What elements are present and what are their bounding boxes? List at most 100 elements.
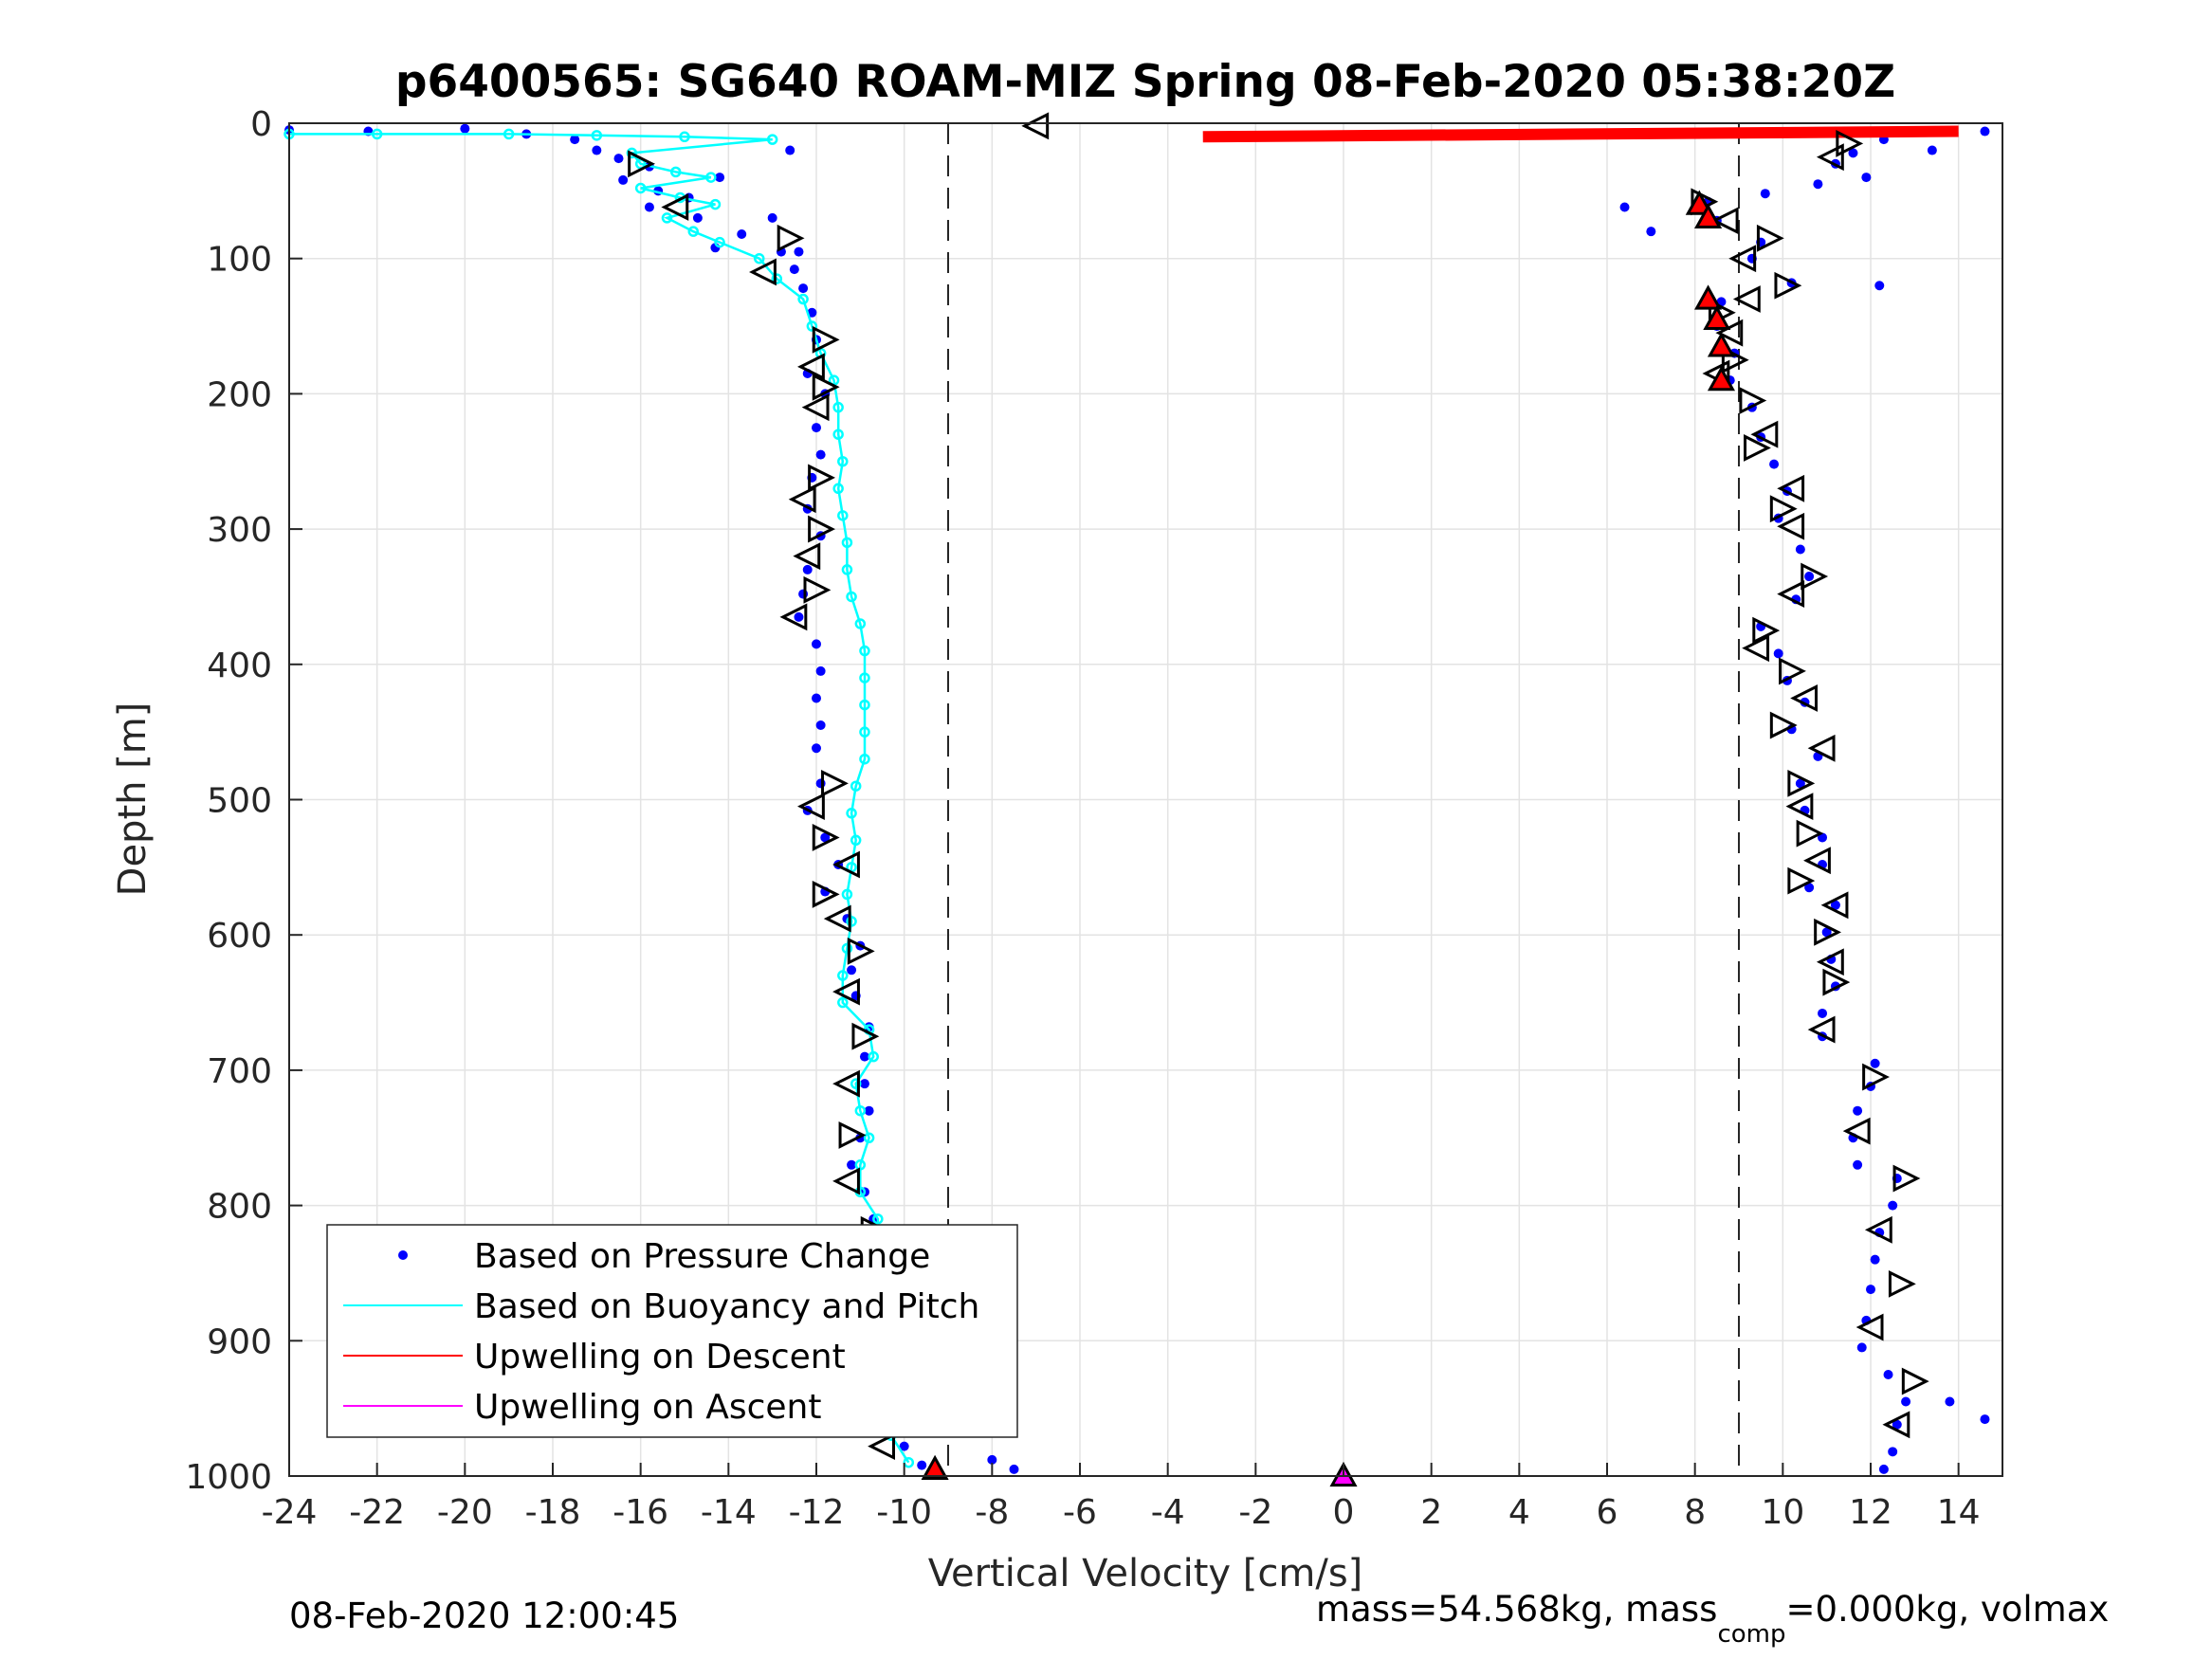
point-buoyancy bbox=[854, 1104, 867, 1117]
point-buoyancy bbox=[846, 916, 857, 927]
triangle-marker-descent bbox=[832, 1167, 860, 1195]
point-buoyancy bbox=[850, 1078, 862, 1089]
point-buoyancy bbox=[503, 128, 515, 140]
point-pressure-change bbox=[692, 212, 703, 223]
point-pressure-change bbox=[618, 174, 629, 185]
point-buoyancy bbox=[841, 888, 853, 901]
x-tick-label: -24 bbox=[262, 1493, 318, 1532]
point-pressure-change bbox=[1856, 1342, 1867, 1353]
triangle-marker-ascent bbox=[1756, 224, 1784, 252]
x-tick-label: -16 bbox=[612, 1493, 668, 1532]
x-tick-label: -8 bbox=[975, 1493, 1009, 1532]
point-buoyancy bbox=[669, 166, 682, 178]
triangle-marker-ascent bbox=[1744, 434, 1771, 462]
point-buoyancy bbox=[837, 970, 849, 981]
x-tick-label: 14 bbox=[1937, 1493, 1981, 1532]
point-pressure-change bbox=[899, 1441, 909, 1451]
point-pressure-change bbox=[847, 1159, 857, 1170]
point-pressure-change bbox=[1813, 179, 1823, 190]
point-buoyancy bbox=[832, 483, 844, 495]
point-pressure-change bbox=[812, 639, 821, 649]
point-pressure-change bbox=[1892, 1419, 1902, 1430]
triangle-marker-descent bbox=[788, 485, 816, 514]
point-pressure-change bbox=[812, 423, 821, 433]
footer-mass-suffix: =0.000kg, volmax bbox=[1786, 1589, 2110, 1630]
triangle-marker-descent bbox=[832, 977, 860, 1006]
triangle-marker-ascent bbox=[1777, 474, 1805, 502]
point-pressure-change bbox=[644, 202, 654, 212]
triangle-marker-ascent bbox=[1752, 616, 1781, 645]
triangle-marker-ascent bbox=[1777, 580, 1805, 609]
point-pressure-change bbox=[815, 665, 826, 676]
triangle-marker-ascent bbox=[1787, 769, 1816, 797]
triangle-marker-descent bbox=[628, 150, 656, 178]
triangle-marker-red bbox=[1685, 190, 1713, 215]
point-pressure-change bbox=[815, 449, 826, 460]
triangle-marker-ascent bbox=[1769, 495, 1798, 523]
footer-mass-info: mass=54.568kg, masscomp=0.000kg, volmax bbox=[1316, 1589, 2109, 1649]
point-buoyancy bbox=[854, 1159, 867, 1171]
point-pressure-change bbox=[802, 564, 813, 574]
point-pressure-change bbox=[1870, 1058, 1880, 1068]
triangle-marker-descent bbox=[808, 515, 835, 543]
point-buoyancy bbox=[371, 128, 383, 140]
footer-timestamp: 08-Feb-2020 12:00:45 bbox=[289, 1595, 679, 1636]
x-tick-label: 2 bbox=[1420, 1493, 1442, 1532]
legend-swatch-pressure bbox=[398, 1250, 408, 1260]
point-buoyancy bbox=[687, 226, 700, 237]
triangle-marker-ascent bbox=[1796, 819, 1824, 848]
point-buoyancy bbox=[903, 1456, 915, 1468]
point-pressure-change bbox=[1888, 1447, 1898, 1457]
triangle-marker-ascent bbox=[1814, 918, 1842, 946]
point-pressure-change bbox=[1874, 281, 1885, 291]
triangle-marker-descent bbox=[801, 393, 830, 422]
point-buoyancy bbox=[850, 834, 862, 847]
triangle-marker-ascent bbox=[1820, 891, 1849, 920]
triangle-marker-ascent bbox=[1710, 207, 1739, 235]
y-tick-label: 1000 bbox=[185, 1458, 272, 1497]
triangle-marker-ascent bbox=[1742, 634, 1770, 663]
y-tick-label: 400 bbox=[207, 647, 272, 685]
x-tick-label: 12 bbox=[1849, 1493, 1892, 1532]
point-buoyancy bbox=[591, 130, 603, 141]
x-tick-label: -12 bbox=[789, 1493, 845, 1532]
point-buoyancy bbox=[859, 645, 870, 657]
legend-label-ascent: Upwelling on Ascent bbox=[474, 1388, 821, 1427]
point-pressure-change bbox=[859, 1079, 869, 1089]
point-pressure-change bbox=[1853, 1105, 1863, 1116]
triangle-marker-ascent bbox=[1790, 684, 1818, 712]
triangle-marker-red bbox=[1694, 284, 1723, 310]
point-buoyancy bbox=[626, 147, 638, 159]
point-pressure-change bbox=[1804, 883, 1815, 893]
point-pressure-change bbox=[1888, 1200, 1898, 1211]
point-buoyancy bbox=[846, 591, 857, 603]
point-buoyancy bbox=[661, 212, 673, 224]
point-buoyancy bbox=[841, 942, 853, 955]
point-buoyancy bbox=[841, 537, 853, 549]
triangle-marker-descent bbox=[838, 1121, 867, 1149]
point-pressure-change bbox=[794, 246, 804, 257]
point-pressure-change bbox=[592, 145, 602, 155]
triangle-marker-descent bbox=[812, 880, 840, 908]
x-tick-label: -2 bbox=[1238, 1493, 1272, 1532]
x-tick-label: -22 bbox=[349, 1493, 405, 1532]
y-tick-label: 700 bbox=[207, 1052, 272, 1091]
point-pressure-change bbox=[1619, 202, 1630, 212]
point-pressure-change bbox=[1853, 1159, 1863, 1170]
point-pressure-change bbox=[812, 693, 821, 703]
point-pressure-change bbox=[1821, 927, 1832, 938]
triangle-marker-ascent bbox=[1721, 346, 1749, 374]
point-buoyancy bbox=[868, 1050, 879, 1063]
triangle-marker-ascent bbox=[1864, 1215, 1892, 1244]
legend-label-descent: Upwelling on Descent bbox=[474, 1338, 846, 1376]
triangle-marker-ascent bbox=[1888, 1269, 1916, 1298]
triangle-marker-ascent bbox=[1842, 1117, 1871, 1145]
triangle-marker-ascent bbox=[1856, 1313, 1884, 1341]
point-pressure-change bbox=[1804, 572, 1815, 582]
point-buoyancy bbox=[754, 252, 765, 264]
triangle-marker-ascent bbox=[1882, 1411, 1910, 1439]
point-pressure-change bbox=[1830, 900, 1840, 910]
triangle-marker-ascent bbox=[1803, 847, 1831, 875]
triangle-marker-ascent bbox=[1769, 711, 1798, 739]
point-buoyancy bbox=[679, 131, 690, 143]
